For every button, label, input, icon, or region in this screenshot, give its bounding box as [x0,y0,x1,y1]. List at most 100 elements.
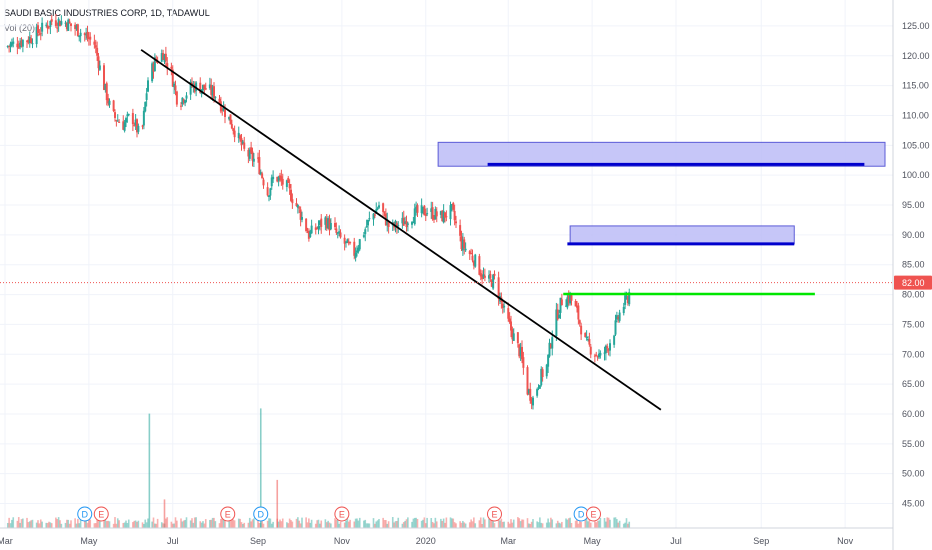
volume-bar [420,520,423,528]
candle-body [105,83,108,101]
candle-body [503,305,506,308]
volume-bar [239,518,241,528]
candle-body [127,114,130,116]
volume-bar [257,518,259,528]
volume-bar [367,523,369,528]
candle-body [527,389,530,394]
candle-body [614,320,617,335]
earnings-marker [334,506,350,522]
candle-body [10,42,13,46]
candle-body [31,43,34,45]
volume-bar [8,517,10,528]
candle-body [126,114,129,116]
candle-body [482,274,485,278]
volume-bar [134,520,137,528]
candle-body [153,57,156,72]
candle-body [56,27,59,29]
candle-body [559,297,562,313]
volume-bar [173,523,175,528]
grid [0,0,893,528]
y-tick-label: 110.00 [902,110,929,120]
candle-body [233,130,236,138]
volume-bar [258,522,261,528]
volume-bar [144,519,147,528]
candle-body [114,112,116,118]
candle-body [449,205,452,220]
volume-bar [529,523,532,528]
volume-bar [493,523,496,528]
volume-bar [137,520,140,528]
volume-bar [445,517,448,528]
candle-body [49,20,52,27]
volume-bar [214,521,217,528]
candle-body [93,41,96,45]
volume-bar [396,521,398,528]
volume-bar [378,518,380,528]
y-tick-label: 85.00 [902,260,925,270]
candle-body [364,229,367,235]
candle-body [317,226,320,229]
candle-body [576,305,578,308]
volume-bar [199,521,202,528]
candle-body [406,223,409,225]
volume-bar [143,523,145,528]
volume-bar [319,523,321,528]
candle-body [17,47,20,49]
volume-bar [353,521,356,528]
candle-body [540,368,543,386]
volume-bar [492,518,494,528]
candle-body [569,294,572,304]
candle-body [232,128,235,131]
candle-body [434,208,437,220]
candle-body [173,83,176,88]
volume-bar [64,522,67,528]
candle-body [288,183,291,189]
volume-bar [305,517,307,528]
candle-body [588,339,591,345]
candle-body [442,210,445,223]
candle-body [353,241,356,256]
volume-bar [151,521,153,528]
volume-bar [599,517,602,528]
candle-body [208,84,211,89]
volume-bar [455,523,457,528]
volume-bar [473,517,475,528]
volume-bar [114,517,116,528]
volume-bar [185,517,188,528]
volume-bar [503,521,505,528]
candle-body [41,22,44,32]
candle-body [30,38,33,44]
candle-body [529,388,532,401]
candle-body [338,231,341,234]
volume-bar [607,517,610,528]
candle-body [28,36,31,44]
candle-body [252,158,255,162]
volume-bar [453,522,456,528]
candle-body [357,247,360,252]
event-label: E [491,510,497,520]
volume-bar [394,521,397,528]
volume-bar [510,519,512,528]
volume-bar [147,518,149,528]
candle-body [430,208,433,213]
volume-bar [288,518,291,528]
event-label: E [590,510,596,520]
volume-bar [463,522,466,528]
volume-bar [26,517,28,528]
candle-body [59,21,61,27]
candle-body [367,219,369,226]
volume-bar [85,517,87,528]
volume-bar [442,518,445,528]
x-tick-label: Sep [250,536,266,546]
volume-bar [354,518,357,528]
y-tick-label: 45.00 [902,499,925,509]
candle-body [125,118,127,123]
volume-bar [314,523,317,528]
volume-bar [250,521,252,528]
candle-body [136,119,138,133]
volume-bar [444,522,446,528]
volume-bar [156,518,159,528]
volume-bar [574,520,577,528]
volume-bar [558,522,560,528]
